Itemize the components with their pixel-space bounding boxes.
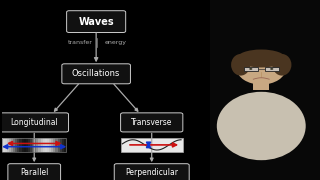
Bar [53, 138, 56, 152]
Bar [24, 138, 26, 152]
Bar [41, 138, 43, 152]
Text: Waves: Waves [78, 17, 114, 27]
Bar [15, 138, 18, 152]
Bar [36, 138, 39, 152]
Bar [28, 138, 30, 152]
Bar [58, 138, 60, 152]
FancyBboxPatch shape [0, 113, 68, 132]
Bar [9, 138, 11, 152]
Bar [20, 138, 22, 152]
Bar [55, 138, 58, 152]
Ellipse shape [231, 54, 250, 76]
Ellipse shape [272, 54, 292, 76]
Bar [253, 74, 269, 90]
Bar [64, 138, 66, 152]
FancyBboxPatch shape [121, 113, 183, 132]
Bar [3, 138, 5, 152]
FancyBboxPatch shape [8, 164, 60, 180]
Bar [11, 138, 13, 152]
Bar [17, 138, 20, 152]
Ellipse shape [270, 68, 273, 70]
Text: Perpendicular: Perpendicular [125, 168, 178, 177]
Bar [121, 138, 183, 152]
Bar [30, 138, 32, 152]
Bar [45, 138, 47, 152]
Bar [43, 138, 45, 152]
Bar [49, 138, 51, 152]
Bar [4, 138, 7, 152]
Bar [13, 138, 15, 152]
Bar [211, 0, 320, 180]
Ellipse shape [237, 50, 286, 68]
Bar [38, 138, 41, 152]
Text: Oscillations: Oscillations [72, 69, 120, 78]
Bar [60, 138, 62, 152]
Bar [47, 138, 49, 152]
Text: transfer: transfer [68, 40, 93, 45]
Ellipse shape [217, 92, 306, 160]
Ellipse shape [237, 52, 286, 85]
Bar [51, 138, 53, 152]
FancyBboxPatch shape [62, 64, 131, 84]
Ellipse shape [249, 68, 252, 70]
Text: Parallel: Parallel [20, 168, 48, 177]
Bar [34, 138, 36, 152]
FancyBboxPatch shape [67, 11, 126, 32]
Bar [21, 138, 24, 152]
Text: Longitudinal: Longitudinal [10, 118, 58, 127]
Bar [244, 67, 258, 71]
Bar [62, 138, 64, 152]
Text: Transverse: Transverse [131, 118, 172, 127]
Bar [26, 138, 28, 152]
Bar [32, 138, 34, 152]
Bar [7, 138, 9, 152]
Bar [265, 67, 279, 71]
FancyBboxPatch shape [114, 164, 189, 180]
Text: energy: energy [104, 40, 126, 45]
Bar [3, 138, 66, 152]
